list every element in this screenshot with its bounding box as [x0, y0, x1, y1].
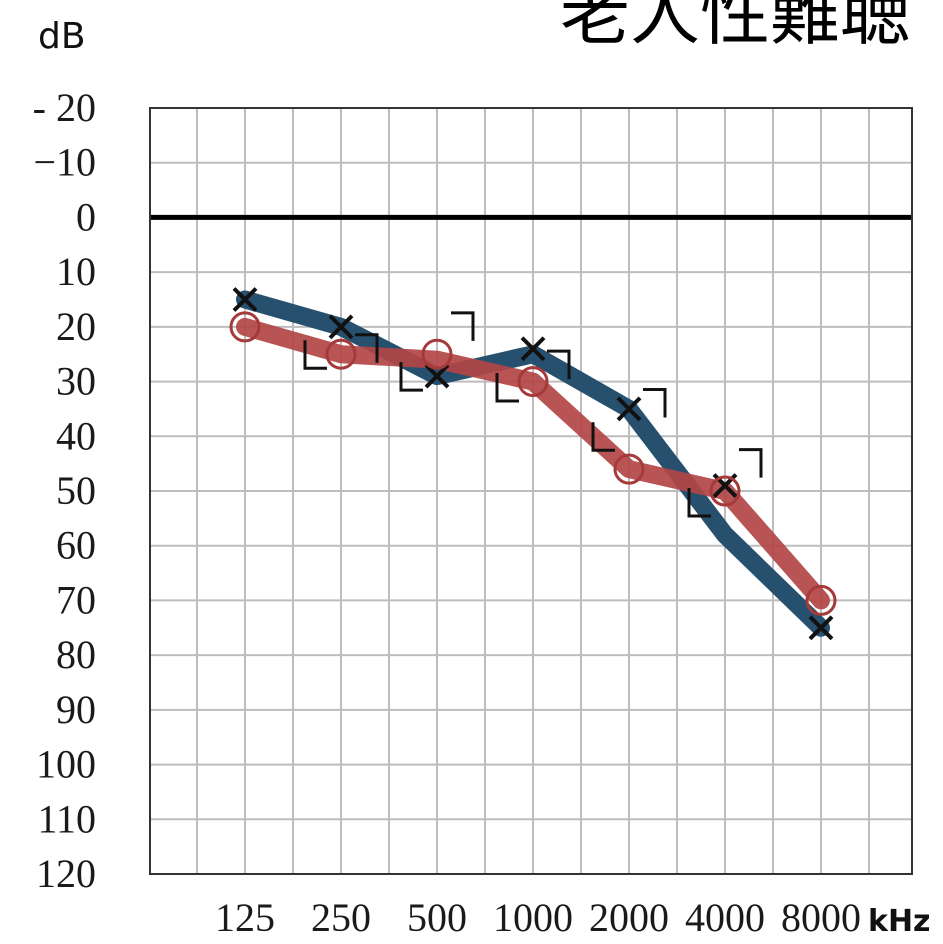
cross-marker	[520, 336, 546, 362]
cross-marker	[616, 396, 642, 422]
y-tick-label: 20	[56, 304, 96, 349]
series-line-circle	[236, 317, 830, 610]
bracket-marker	[687, 487, 711, 518]
circle-marker	[421, 338, 453, 370]
x-tick-label: 1000	[493, 895, 573, 940]
y-tick-label: 110	[37, 796, 96, 841]
y-tick-labels: - 20 −10 0 10 20 30 40 50 60 70 80 90 100 110 120	[33, 85, 96, 896]
grid-lines	[150, 107, 912, 875]
data-markers	[229, 287, 837, 641]
y-axis-unit: dB	[38, 16, 86, 57]
y-tick-label: 100	[36, 742, 96, 787]
y-tick-label: - 20	[33, 85, 96, 130]
y-tick-label: 80	[56, 632, 96, 677]
circle-marker	[805, 584, 837, 616]
bracket-marker	[451, 311, 475, 341]
circle-marker	[229, 311, 261, 343]
y-tick-label: 120	[36, 851, 96, 896]
bracket-marker	[547, 349, 571, 380]
x-tick-label: 4000	[685, 895, 765, 940]
chart-title: 老人性難聴	[560, 0, 910, 55]
y-tick-label: 50	[56, 468, 96, 513]
x-tick-label: 125	[215, 895, 275, 940]
bracket-marker	[591, 422, 615, 452]
cross-marker	[808, 615, 834, 641]
y-tick-label: 40	[56, 413, 96, 458]
circle-marker	[325, 338, 357, 370]
y-tick-label: 70	[56, 577, 96, 622]
cross-marker	[328, 314, 354, 340]
y-tick-label: 10	[56, 249, 96, 294]
y-tick-label: 60	[56, 523, 96, 568]
bracket-marker	[739, 448, 763, 478]
bracket-marker	[355, 333, 379, 363]
plot-frame	[149, 107, 913, 875]
x-tick-label: 500	[407, 895, 467, 940]
x-tick-label: 2000	[589, 895, 669, 940]
y-tick-label: −10	[33, 140, 96, 185]
y-tick-label: 90	[56, 687, 96, 732]
x-axis-unit: kHz	[868, 904, 931, 939]
bracket-marker	[495, 373, 519, 403]
circle-marker	[709, 475, 741, 507]
x-tick-labels: 125 250 500 1000 2000 4000 8000	[215, 895, 861, 940]
circle-marker	[613, 453, 645, 485]
cross-marker	[424, 363, 450, 389]
bracket-marker	[303, 340, 327, 370]
x-tick-label: 250	[311, 895, 371, 940]
x-tick-label: 8000	[781, 895, 861, 940]
bracket-marker	[399, 362, 423, 392]
y-tick-label: 30	[56, 359, 96, 404]
cross-marker	[232, 287, 258, 312]
y-tick-label: 0	[76, 194, 96, 239]
circle-marker	[517, 366, 549, 398]
bracket-marker	[643, 387, 667, 418]
